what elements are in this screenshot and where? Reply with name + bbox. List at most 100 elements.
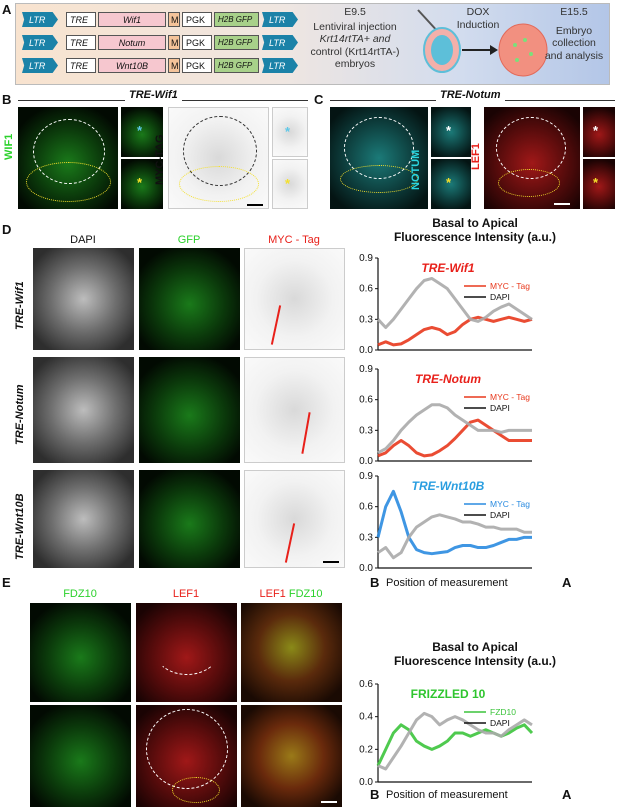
panel-b-label: B	[2, 92, 12, 107]
e95-label: E9.5	[344, 6, 366, 18]
y-tick-label: 0.2	[359, 744, 373, 755]
axis-right-a: A	[562, 575, 572, 590]
chart-d-header-1: Basal to Apical	[432, 216, 518, 230]
lef1-image	[484, 107, 580, 209]
m-box: M	[168, 35, 180, 50]
col-fdz10-label: FDZ10	[63, 588, 97, 600]
legend-label: MYC - Tag	[490, 281, 530, 291]
gfp-wif1-image	[139, 248, 240, 350]
gfp-wnt10b-image	[139, 470, 240, 568]
legend-label: DAPI	[490, 718, 510, 728]
collect-line-1: Embryo	[555, 24, 593, 37]
axis-left-b: B	[370, 787, 380, 802]
ltr-box: LTR	[262, 58, 298, 73]
legend-label: FZD10	[490, 707, 516, 717]
legend-label: MYC - Tag	[490, 392, 530, 402]
dermal-outline	[340, 165, 418, 193]
pgk-box: PGK	[182, 12, 212, 27]
embryo-e155-icon	[498, 23, 548, 77]
star-icon: *	[137, 175, 143, 190]
gfp-notum-image	[139, 357, 240, 463]
panel-a-label: A	[2, 2, 12, 17]
collect-line-2: collection	[552, 37, 596, 49]
y-tick-label: 0.6	[359, 679, 373, 690]
row-wnt10b-label: TRE-Wnt10B	[14, 493, 26, 560]
series-line	[377, 711, 533, 771]
y-tick-label: 0.6	[359, 395, 373, 406]
lef1-image-1	[136, 603, 237, 702]
star-icon: *	[593, 175, 599, 190]
axis-title: Position of measurement	[386, 577, 508, 589]
injection-line-4: embryos	[334, 58, 376, 70]
chart-e-header-1: Basal to Apical	[432, 640, 518, 654]
axis-title: Position of measurement	[386, 789, 508, 801]
y-tick-label: 0.0	[359, 777, 373, 788]
y-tick-label: 0.9	[359, 364, 373, 375]
legend-label: DAPI	[490, 510, 510, 520]
y-tick-label: 0.0	[359, 563, 373, 574]
gene-box: Notum	[98, 35, 166, 50]
merge-fdz10-label: FDZ10	[288, 588, 323, 600]
chart-e-header-2: Fluorescence Intensity (a.u.)	[393, 654, 557, 668]
injection-line-3: control (Krt14rtTA-)	[310, 45, 400, 58]
pgk-box: PGK	[182, 35, 212, 50]
chart-d-header-2: Fluorescence Intensity (a.u.)	[393, 230, 557, 244]
panel-c-label: C	[314, 92, 324, 107]
dermal-outline	[26, 162, 111, 202]
legend-label: DAPI	[490, 403, 510, 413]
ltr-box: LTR	[22, 58, 58, 73]
lef1-channel-label: LEF1	[470, 143, 482, 170]
myctag-image	[168, 107, 269, 209]
measurement-line	[284, 523, 296, 563]
placode-outline	[154, 625, 220, 675]
chart-title: FRIZZLED 10	[411, 687, 486, 701]
y-tick-label: 0.0	[359, 456, 373, 467]
axis-right-a: A	[562, 787, 572, 802]
col-myctag-label: MYC - Tag	[268, 234, 320, 246]
construct-row-1: LTR TRE Wif1 M PGK H2B GFP LTR	[22, 12, 302, 27]
fdz10-image-2	[30, 705, 131, 807]
gfp-box: H2B GFP	[214, 58, 259, 73]
row-wif1-label: TRE-Wif1	[14, 281, 26, 330]
myctag-channel-label: MYC-TAG	[154, 134, 166, 185]
y-tick-label: 0.4	[359, 712, 373, 723]
series-line	[376, 723, 534, 767]
dermal-outline	[172, 777, 220, 803]
myctag-inset-2: *	[272, 159, 308, 209]
row-notum-label: TRE-Notum	[14, 384, 26, 446]
scale-bar	[323, 561, 339, 563]
dox-line-1: DOX	[466, 6, 490, 18]
m-box: M	[168, 58, 180, 73]
construct-row-3: LTR TRE Wnt10B M PGK H2B GFP LTR	[22, 58, 302, 73]
fdz10-image-1	[30, 603, 131, 702]
tre-box: TRE	[66, 12, 96, 27]
lef1-image-2	[136, 705, 237, 807]
myctag-wif1-image	[244, 248, 345, 350]
ltr-box: LTR	[262, 12, 298, 27]
measurement-line	[301, 412, 311, 454]
wif1-inset-1: *	[121, 107, 163, 157]
star-icon: *	[285, 124, 291, 139]
panel-b-title: TRE-Wif1	[125, 89, 182, 101]
star-icon: *	[446, 175, 452, 190]
myctag-notum-image	[244, 357, 345, 463]
measurement-line	[270, 305, 282, 345]
scale-bar	[554, 203, 570, 205]
axis-left-b: B	[370, 575, 380, 590]
series-line	[377, 315, 533, 347]
gfp-box: H2B GFP	[214, 35, 259, 50]
star-icon: *	[285, 176, 291, 191]
wif1-inset-2: *	[121, 159, 163, 209]
ltr-box: LTR	[22, 12, 58, 27]
dapi-wnt10b-image	[33, 470, 134, 568]
gene-box: Wif1	[98, 12, 166, 27]
m-box: M	[168, 12, 180, 27]
y-tick-label: 0.3	[359, 425, 373, 436]
notum-channel-label: NOTUM	[410, 149, 422, 190]
embryo-e95-icon	[417, 9, 461, 73]
series-line	[377, 418, 532, 458]
y-tick-label: 0.9	[359, 253, 373, 264]
